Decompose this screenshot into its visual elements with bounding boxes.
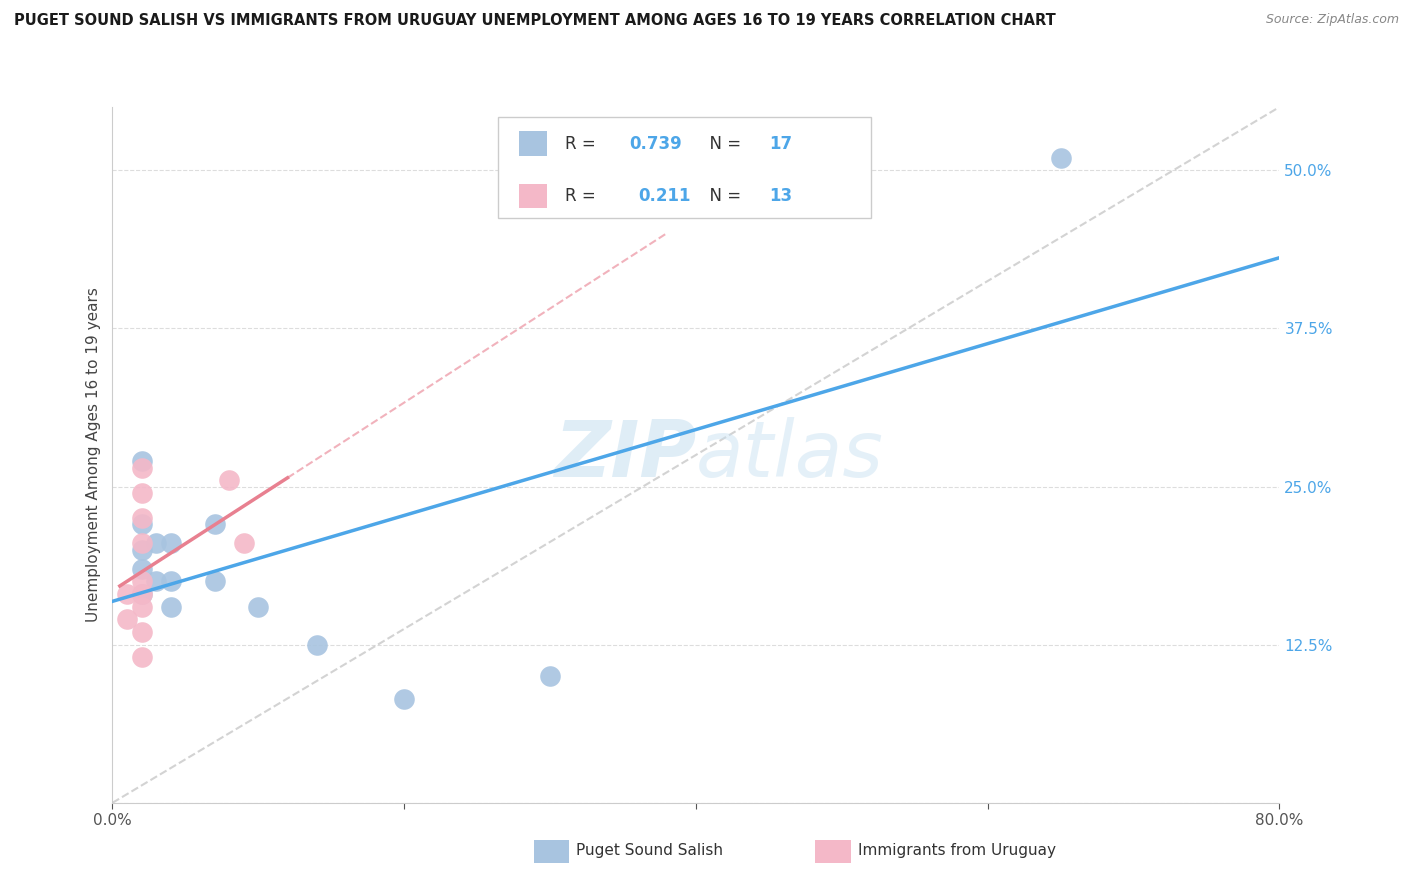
Point bbox=[131, 486, 153, 500]
Point bbox=[204, 517, 226, 532]
Text: R =: R = bbox=[565, 186, 606, 205]
Point bbox=[131, 599, 153, 614]
Point bbox=[131, 650, 153, 665]
Point bbox=[232, 536, 254, 550]
Point bbox=[131, 511, 153, 525]
Text: 17: 17 bbox=[769, 135, 792, 153]
Text: PUGET SOUND SALISH VS IMMIGRANTS FROM URUGUAY UNEMPLOYMENT AMONG AGES 16 TO 19 Y: PUGET SOUND SALISH VS IMMIGRANTS FROM UR… bbox=[14, 13, 1056, 29]
FancyBboxPatch shape bbox=[519, 131, 547, 156]
Text: R =: R = bbox=[565, 135, 600, 153]
Text: 0.211: 0.211 bbox=[638, 186, 690, 205]
Point bbox=[131, 587, 153, 601]
Point bbox=[115, 612, 138, 626]
Point bbox=[1049, 151, 1071, 165]
Text: Puget Sound Salish: Puget Sound Salish bbox=[576, 844, 724, 858]
Point bbox=[131, 574, 153, 589]
Point bbox=[145, 574, 167, 589]
Point bbox=[131, 460, 153, 475]
Point bbox=[131, 562, 153, 576]
Point bbox=[131, 517, 153, 532]
Point bbox=[392, 692, 416, 706]
Point bbox=[218, 473, 240, 487]
Point bbox=[145, 536, 167, 550]
Point bbox=[160, 536, 183, 550]
Text: Immigrants from Uruguay: Immigrants from Uruguay bbox=[858, 844, 1056, 858]
Point bbox=[131, 587, 153, 601]
Text: atlas: atlas bbox=[696, 417, 884, 493]
FancyBboxPatch shape bbox=[498, 118, 870, 219]
Text: N =: N = bbox=[699, 135, 747, 153]
Point bbox=[131, 536, 153, 550]
Point bbox=[131, 625, 153, 640]
Text: ZIP: ZIP bbox=[554, 417, 696, 493]
Point bbox=[131, 454, 153, 468]
Text: N =: N = bbox=[699, 186, 747, 205]
Point bbox=[538, 669, 561, 683]
Point bbox=[247, 599, 270, 614]
Point bbox=[160, 574, 183, 589]
Text: 13: 13 bbox=[769, 186, 792, 205]
Point bbox=[160, 599, 183, 614]
Y-axis label: Unemployment Among Ages 16 to 19 years: Unemployment Among Ages 16 to 19 years bbox=[86, 287, 101, 623]
Text: Source: ZipAtlas.com: Source: ZipAtlas.com bbox=[1265, 13, 1399, 27]
Text: 0.739: 0.739 bbox=[628, 135, 682, 153]
Point bbox=[204, 574, 226, 589]
Point bbox=[131, 542, 153, 557]
Point bbox=[115, 587, 138, 601]
Point bbox=[305, 638, 328, 652]
FancyBboxPatch shape bbox=[519, 184, 547, 208]
